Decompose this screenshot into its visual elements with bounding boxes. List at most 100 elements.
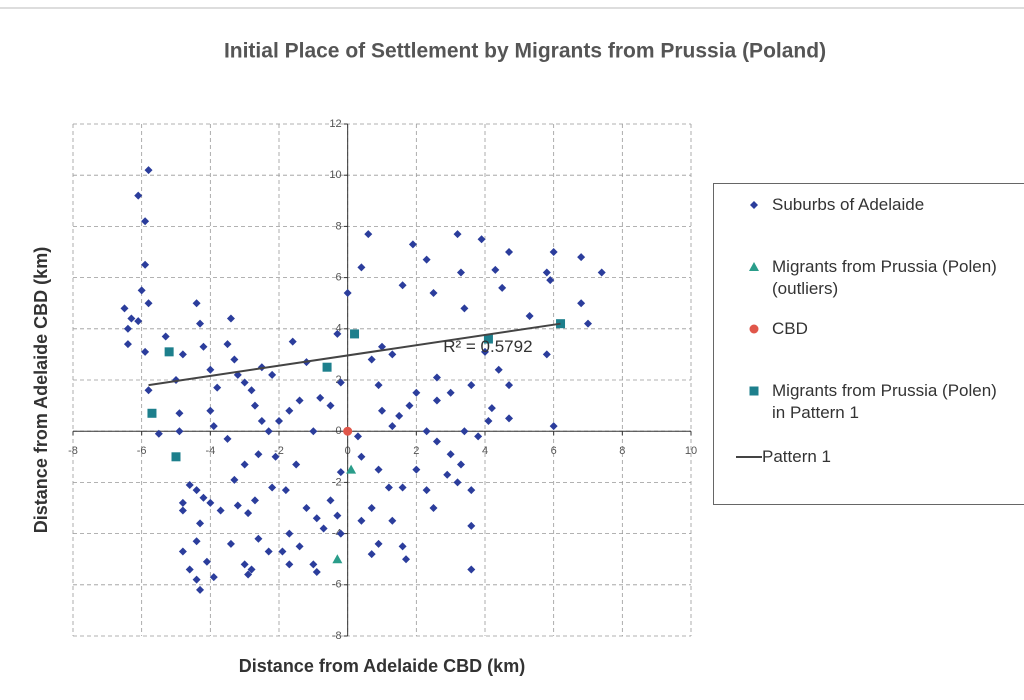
point [505,381,514,390]
point [484,416,493,425]
point [333,511,342,520]
point [233,501,242,510]
point [378,406,386,415]
y-axis-label: Distance from Adelaide CBD (km) [31,247,51,533]
point [467,521,476,530]
point [597,268,606,277]
point [432,396,441,405]
point [206,498,215,507]
point [285,406,294,415]
point [141,347,150,356]
y-tick-label: -4 [332,528,342,540]
point [483,334,493,344]
point [278,547,287,556]
point [405,401,414,410]
point [164,347,174,357]
point [196,519,205,528]
legend: Suburbs of Adelaide Migrants from Prussia… [713,183,1024,505]
point [309,560,318,569]
point [192,299,201,308]
point [196,585,205,594]
point [292,460,301,469]
x-tick-label: 4 [482,445,488,457]
point [412,465,421,474]
point [144,166,153,175]
point [213,383,222,392]
point [209,573,218,582]
point [332,554,343,564]
point [374,465,383,474]
x-tick-label: 10 [685,445,697,457]
point [367,355,376,364]
point [487,404,496,413]
point [226,539,235,548]
point [196,319,205,328]
point [429,288,438,297]
point [271,452,280,461]
point [192,537,201,546]
point [491,265,500,274]
point [171,452,181,462]
point [388,422,397,431]
point [367,504,376,512]
point [542,268,551,277]
point [244,570,253,579]
point [175,409,184,418]
legend-label: Suburbs of Adelaide [772,195,925,214]
point [749,262,759,271]
legend-item: Migrants from Prussia (Polen) (outliers) [732,256,1012,300]
point [223,434,232,443]
point [288,337,297,346]
point [144,299,153,308]
point [216,506,225,515]
point [281,486,290,495]
point [230,355,239,364]
point [254,534,263,543]
point [422,255,431,264]
point [247,386,256,395]
point [178,350,187,359]
point [123,324,132,333]
x-axis-label: Distance from Adelaide CBD (km) [239,656,525,676]
point [446,450,455,459]
point [432,437,441,446]
point [309,427,318,436]
point [185,565,194,574]
point [412,388,421,397]
x-tick-label: 2 [413,445,419,457]
point [254,450,263,459]
point [268,483,277,492]
legend-item: Migrants from Prussia (Polen) in Pattern… [732,380,1012,424]
point [346,464,357,474]
point [367,550,376,559]
point [336,529,345,538]
point [422,486,431,495]
point [542,350,551,359]
point [144,386,153,395]
point [525,312,534,320]
point [460,427,469,436]
point [481,347,489,356]
point [134,317,143,326]
point [154,429,163,438]
point [295,542,304,551]
point [446,388,455,397]
point [453,230,462,239]
point [456,268,465,277]
point [395,411,404,420]
point [226,314,235,323]
point [134,191,143,200]
point [388,516,397,525]
point [295,396,304,405]
point [357,452,366,461]
legend-symbol [749,262,759,271]
point [137,286,146,295]
point [398,542,407,551]
point [505,248,514,256]
point [467,565,476,574]
legend-symbol [736,456,762,458]
point [378,342,386,351]
y-tick-label: 8 [336,220,342,232]
point [250,496,259,505]
